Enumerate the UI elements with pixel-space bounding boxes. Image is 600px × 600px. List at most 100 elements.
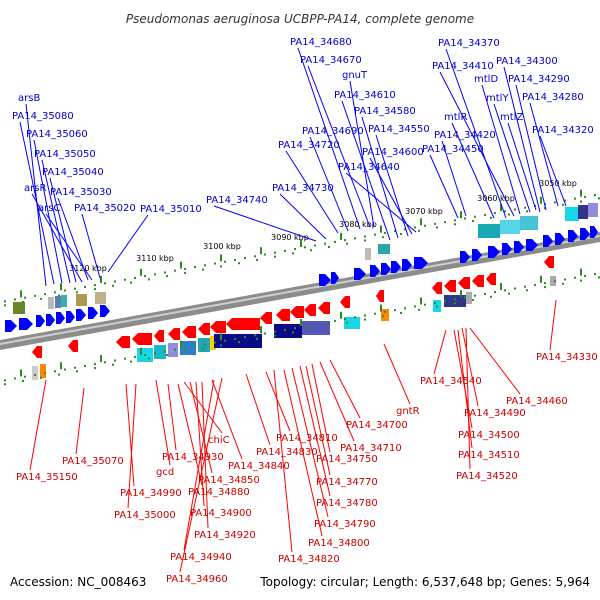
reverse-gene-label: PA14_34510 — [458, 450, 520, 461]
track-major-tick — [460, 290, 462, 298]
reverse-gene-label: PA14_34990 — [120, 488, 182, 499]
track-dot — [304, 246, 306, 249]
track-dot — [436, 226, 438, 229]
forward-gene-label: PA14_35080 — [12, 111, 74, 122]
track-dot — [490, 216, 492, 219]
track-dot — [324, 242, 326, 245]
forward-leader-line — [441, 140, 467, 217]
track-dot — [562, 282, 564, 285]
forward-leader-line — [481, 84, 521, 215]
track-dot — [374, 312, 376, 315]
track-dot — [314, 323, 316, 326]
track-dot — [554, 201, 556, 204]
track-dot — [202, 268, 204, 271]
reverse-gene-arrow — [318, 302, 330, 314]
track-major-tick — [540, 196, 542, 204]
track-dot — [344, 239, 346, 242]
forward-leader-line — [529, 102, 559, 207]
track-dot — [124, 357, 126, 360]
track-dot — [474, 215, 476, 218]
gene-block — [550, 276, 556, 286]
forward-leader-line — [45, 213, 93, 281]
track-dot — [54, 291, 56, 294]
track-dot — [274, 251, 276, 254]
track-dot — [292, 331, 294, 334]
track-major-tick — [100, 276, 102, 283]
track-dot — [64, 368, 66, 371]
forward-gene-arrow — [36, 315, 45, 327]
forward-gene-arrow — [100, 305, 110, 317]
forward-gene-label: PA14_34670 — [300, 55, 362, 66]
forward-gene-label: PA14_35010 — [140, 204, 202, 215]
track-dot — [84, 285, 86, 288]
gene-block — [13, 302, 25, 314]
gene-block — [344, 317, 360, 329]
track-dot — [354, 237, 356, 240]
track-dot — [414, 305, 416, 308]
forward-gene-label: PA14_34610 — [334, 90, 396, 101]
track-major-tick — [140, 268, 142, 276]
track-dot — [414, 226, 416, 229]
gene-block — [32, 366, 38, 380]
track-major-tick — [460, 211, 462, 219]
forward-gene-label: PA14_35060 — [26, 129, 88, 140]
track-dot — [58, 373, 60, 376]
track-major-tick — [580, 189, 582, 197]
track-dot — [324, 321, 326, 324]
track-dot — [184, 346, 186, 349]
track-dot — [24, 296, 26, 299]
forward-gene-arrow — [460, 251, 470, 263]
track-dot — [224, 260, 226, 263]
forward-gene-label: PA14_34450 — [422, 144, 484, 155]
reverse-gene-arrow — [260, 312, 272, 324]
forward-leader-line — [297, 47, 361, 230]
track-dot — [76, 291, 78, 294]
topology-text: Topology: circular; Length: 6,537,648 bp… — [259, 575, 590, 589]
forward-gene-arrow — [488, 246, 500, 258]
track-dot — [484, 292, 486, 295]
forward-gene-arrow — [568, 230, 578, 242]
forward-gene-arrow — [514, 241, 524, 253]
track-dot — [564, 278, 566, 281]
track-dot — [544, 282, 546, 285]
forward-gene-label: arsR — [24, 183, 46, 194]
track-dot — [424, 224, 426, 227]
track-major-tick — [20, 290, 22, 298]
forward-gene-label: PA14_34600 — [362, 147, 424, 158]
reverse-leader-line — [29, 379, 47, 471]
reverse-gene-label: PA14_34500 — [458, 430, 520, 441]
track-dot — [220, 265, 222, 268]
reverse-leader-line — [291, 367, 329, 518]
track-dot — [494, 212, 496, 215]
reverse-gene-arrow — [340, 296, 350, 308]
forward-gene-label: arsC — [38, 203, 60, 214]
track-dot — [114, 280, 116, 283]
gene-block — [214, 334, 262, 348]
gene-block — [40, 364, 46, 378]
track-dot — [174, 269, 176, 272]
track-dot — [328, 325, 330, 327]
track-dot — [354, 316, 356, 319]
track-dot — [334, 240, 336, 243]
track-dot — [202, 347, 204, 350]
map-title: Pseudomonas aeruginosa UCBPP-PA14, compl… — [126, 12, 474, 26]
forward-gene-arrow — [370, 265, 380, 277]
track-dot — [274, 255, 276, 258]
forward-gene-arrow — [555, 233, 565, 245]
track-dot — [292, 252, 294, 255]
reverse-gene-label: PA14_34780 — [316, 498, 378, 509]
leader-line-layer — [19, 47, 567, 573]
reverse-gene-arrow — [32, 346, 42, 358]
forward-gene-arrow — [526, 239, 538, 251]
track-dot — [74, 366, 76, 369]
track-dot — [514, 287, 516, 290]
forward-gene-arrow — [580, 228, 590, 240]
forward-gene-label: PA14_35030 — [50, 187, 112, 198]
track-dot — [134, 355, 136, 358]
gene-block — [210, 336, 216, 350]
reverse-gene-label: PA14_34460 — [506, 396, 568, 407]
reverse-leader-line — [433, 329, 447, 375]
track-dot — [164, 271, 166, 274]
track-dot — [154, 352, 156, 355]
reverse-gene-arrow — [304, 304, 316, 316]
